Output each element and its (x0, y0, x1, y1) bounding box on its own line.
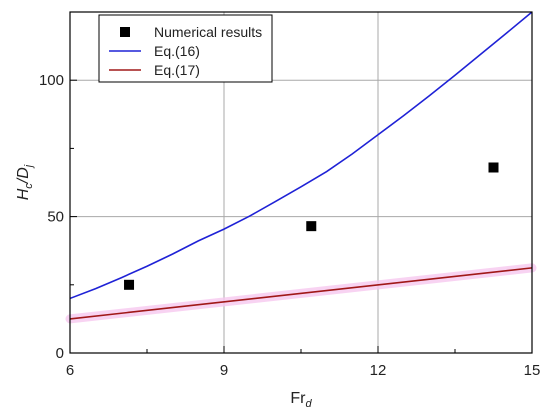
data-point (124, 279, 135, 290)
series-line-eq17 (69, 267, 533, 320)
legend-label: Eq.(17) (154, 62, 200, 78)
y-tick-label: 0 (56, 345, 64, 362)
legend-label: Eq.(16) (154, 43, 200, 59)
y-axis-label: Hc/Dj (15, 164, 35, 200)
legend-box (98, 14, 273, 83)
x-tick-label: 15 (524, 362, 541, 379)
legend-label: Numerical results (154, 24, 262, 40)
tick-labels: 6 9 12 15 0 50 100 (39, 72, 540, 379)
legend-swatch-square (120, 27, 130, 37)
y-tick-label: 50 (47, 209, 64, 226)
data-point (306, 221, 317, 232)
legend: Numerical results Eq.(16) Eq.(17) (98, 14, 273, 83)
axis-ticks (69, 11, 533, 354)
series-layer (69, 11, 533, 320)
x-tick-label: 9 (220, 362, 228, 379)
x-tick-label: 6 (66, 362, 74, 379)
x-tick-label: 12 (370, 362, 387, 379)
data-point (488, 162, 499, 173)
y-tick-label: 100 (39, 72, 64, 89)
series-line-eq16 (69, 11, 533, 300)
x-axis-label: Frd (290, 390, 312, 410)
